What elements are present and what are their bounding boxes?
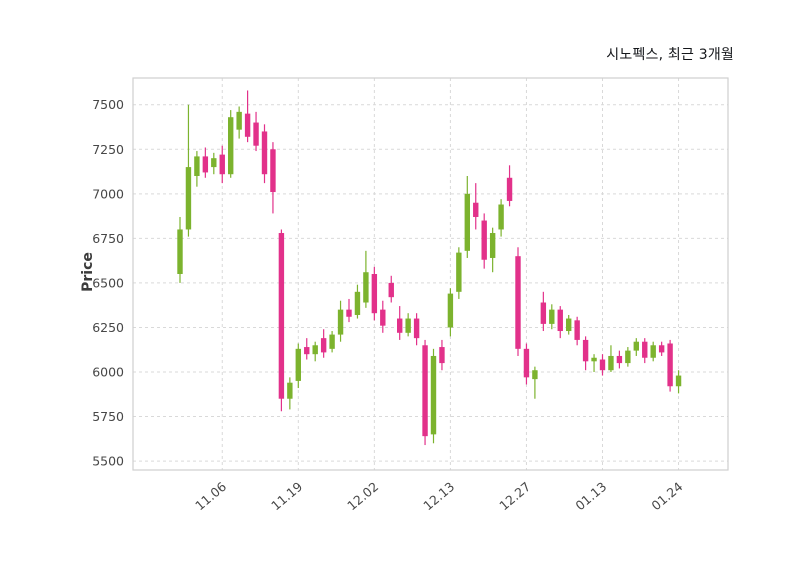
candle-01.06 bbox=[557, 306, 563, 339]
y-tick-label: 7500 bbox=[92, 97, 124, 112]
candle-11.13 bbox=[261, 124, 268, 184]
candle-11.04 bbox=[202, 147, 209, 178]
y-tick-label: 5500 bbox=[92, 454, 124, 469]
candle-01.09 bbox=[582, 336, 589, 371]
plot-border bbox=[132, 77, 729, 471]
candle-11.05 bbox=[211, 152, 217, 175]
candle-12.09 bbox=[413, 313, 420, 346]
candle-12.04 bbox=[388, 275, 394, 303]
candle-12.18 bbox=[473, 183, 479, 230]
x-tick-label: 12.02 bbox=[344, 479, 381, 514]
y-tick-label: 7250 bbox=[92, 142, 124, 157]
candle-11.20 bbox=[304, 338, 310, 360]
x-tick-label: 11.19 bbox=[268, 479, 305, 514]
candle-11.25 bbox=[329, 331, 335, 353]
candle-11.22 bbox=[320, 329, 327, 358]
candle-11.28 bbox=[354, 284, 361, 319]
candle-12.17 bbox=[464, 176, 470, 258]
candle-01.13 bbox=[599, 354, 606, 376]
gridlines bbox=[133, 78, 728, 470]
candle-11.08 bbox=[236, 106, 242, 139]
x-tick-label: 12.27 bbox=[496, 479, 533, 514]
candle-12.26 bbox=[515, 247, 521, 356]
candle-11.18 bbox=[287, 377, 293, 410]
candle-01.24 bbox=[675, 370, 682, 394]
candle-12.23 bbox=[498, 199, 504, 237]
x-axis-ticks: 11.06 11.19 12.02 12.13 12.27 01.13 01.24 bbox=[192, 479, 685, 514]
candle-12.19 bbox=[481, 213, 487, 269]
candle-11.26 bbox=[337, 300, 344, 342]
candle-11.27 bbox=[346, 298, 352, 323]
candle-01.20 bbox=[642, 338, 648, 364]
candle-01.07 bbox=[566, 314, 572, 335]
candle-01.03 bbox=[549, 304, 555, 330]
candle-12.20 bbox=[489, 227, 496, 273]
candle-12.03 bbox=[380, 300, 386, 333]
candlestick-series bbox=[177, 90, 682, 446]
candle-01.02 bbox=[540, 291, 547, 332]
candle-10.30 bbox=[177, 216, 183, 283]
candle-12.27 bbox=[523, 343, 530, 385]
candle-10.31 bbox=[185, 104, 192, 237]
candle-11.21 bbox=[312, 341, 318, 362]
candle-11.06 bbox=[219, 145, 225, 184]
candle-01.16 bbox=[625, 347, 631, 367]
y-tick-label: 6750 bbox=[92, 231, 124, 246]
y-tick-label: 6500 bbox=[92, 275, 124, 290]
candle-01.22 bbox=[658, 341, 665, 356]
y-tick-label: 6000 bbox=[92, 365, 124, 380]
candle-11.01 bbox=[194, 151, 200, 187]
candle-01.21 bbox=[650, 341, 656, 362]
candle-11.07 bbox=[228, 110, 234, 178]
y-tick-label: 6250 bbox=[92, 320, 124, 335]
candle-12.11 bbox=[430, 348, 437, 444]
candle-01.15 bbox=[616, 350, 623, 369]
candle-11.11 bbox=[244, 90, 251, 143]
candle-11.14 bbox=[270, 142, 276, 214]
x-tick-label: 11.06 bbox=[192, 479, 229, 514]
candle-12.13 bbox=[447, 288, 454, 337]
candle-12.16 bbox=[456, 247, 462, 299]
candle-11.29 bbox=[363, 250, 369, 308]
candle-12.10 bbox=[422, 339, 428, 446]
y-tick-label: 7000 bbox=[92, 186, 124, 201]
candle-12.05 bbox=[397, 306, 403, 340]
candle-01.10 bbox=[591, 354, 597, 372]
candle-11.15 bbox=[278, 229, 285, 412]
candle-12.30 bbox=[532, 366, 538, 399]
candle-11.12 bbox=[253, 111, 259, 152]
candle-01.23 bbox=[667, 339, 673, 392]
y-axis-ticks: 5500 5750 6000 6250 6500 6750 7000 7250 7500 bbox=[92, 97, 124, 468]
candle-12.06 bbox=[405, 313, 411, 337]
x-tick-label: 01.13 bbox=[572, 479, 609, 514]
candle-01.08 bbox=[574, 316, 580, 346]
candle-12.02 bbox=[371, 266, 378, 321]
x-tick-label: 12.13 bbox=[420, 479, 457, 514]
chart-title: 시노펙스, 최근 3개월 bbox=[606, 47, 734, 63]
candle-01.14 bbox=[608, 345, 614, 372]
candle-11.19 bbox=[295, 343, 301, 389]
y-tick-label: 5750 bbox=[92, 409, 124, 424]
candle-12.12 bbox=[439, 339, 445, 371]
candle-01.17 bbox=[633, 338, 639, 356]
x-tick-label: 01.24 bbox=[648, 479, 685, 514]
candle-12.24 bbox=[506, 165, 513, 207]
